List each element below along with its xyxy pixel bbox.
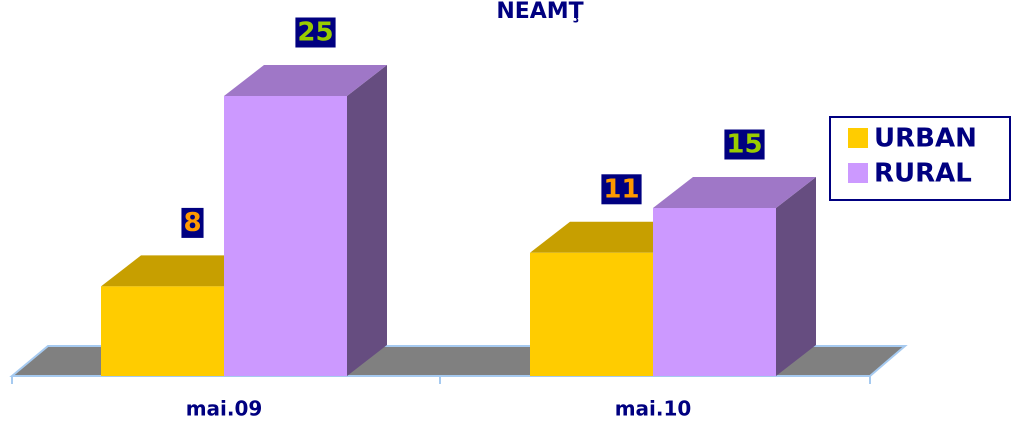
bar — [653, 177, 816, 376]
data-label: 15 — [726, 130, 762, 160]
x-tick-label: mai.09 — [186, 397, 263, 421]
chart-title: NEAMŢ — [496, 0, 583, 24]
bar-side — [776, 177, 816, 376]
data-label-bg — [181, 207, 204, 238]
bar-front — [530, 252, 653, 376]
data-label: 11 — [603, 174, 639, 204]
legend-label: RURAL — [874, 159, 972, 189]
x-tick-label: mai.10 — [615, 397, 692, 421]
bar — [224, 65, 387, 376]
data-label-bg — [601, 174, 642, 205]
data-label: 25 — [297, 18, 333, 48]
data-label-bg — [295, 17, 336, 48]
data-label-bg — [724, 129, 765, 160]
bar-top — [224, 65, 387, 96]
data-label: 8 — [183, 208, 201, 238]
bar-top — [653, 177, 816, 208]
bar-front — [101, 286, 224, 376]
bar-side — [347, 65, 387, 376]
legend-label: URBAN — [874, 124, 977, 154]
bar-top — [530, 221, 693, 253]
bar-front — [653, 208, 776, 376]
bar-top — [101, 255, 264, 287]
legend-swatch — [848, 128, 868, 148]
legend-swatch — [848, 163, 868, 183]
bar-front — [224, 96, 347, 376]
